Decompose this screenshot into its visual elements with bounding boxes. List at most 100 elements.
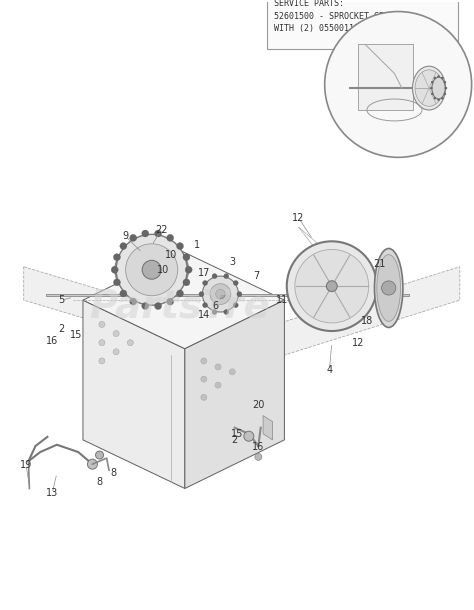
Text: 18: 18 <box>361 317 374 326</box>
Circle shape <box>176 243 183 249</box>
Circle shape <box>155 303 162 309</box>
Circle shape <box>167 298 173 305</box>
Circle shape <box>183 254 190 260</box>
Text: 3: 3 <box>229 257 235 267</box>
FancyBboxPatch shape <box>267 0 458 49</box>
Circle shape <box>434 77 436 79</box>
Text: 5: 5 <box>58 295 65 305</box>
Text: 16: 16 <box>252 442 264 452</box>
Circle shape <box>142 303 149 309</box>
Ellipse shape <box>377 254 401 321</box>
Polygon shape <box>83 300 185 489</box>
Circle shape <box>111 267 118 273</box>
Text: PartsTre: PartsTre <box>90 287 271 325</box>
Circle shape <box>116 234 187 305</box>
Circle shape <box>431 81 433 84</box>
Circle shape <box>295 249 369 323</box>
Circle shape <box>327 281 337 292</box>
Circle shape <box>434 97 436 99</box>
Circle shape <box>155 230 162 237</box>
Text: 9: 9 <box>123 231 128 242</box>
Circle shape <box>87 459 98 469</box>
Circle shape <box>441 97 443 99</box>
Circle shape <box>113 254 120 260</box>
Circle shape <box>128 340 133 346</box>
Circle shape <box>185 267 192 273</box>
Circle shape <box>287 242 377 331</box>
Circle shape <box>441 77 443 79</box>
Circle shape <box>201 358 207 364</box>
Circle shape <box>126 244 178 296</box>
Circle shape <box>99 321 105 328</box>
Text: 12: 12 <box>352 338 364 348</box>
Circle shape <box>120 290 127 297</box>
Text: 15: 15 <box>231 429 243 439</box>
Ellipse shape <box>432 77 445 99</box>
Circle shape <box>96 451 103 459</box>
Text: 4: 4 <box>327 365 332 375</box>
Circle shape <box>113 279 120 286</box>
Text: 2: 2 <box>58 325 65 334</box>
Circle shape <box>176 290 183 297</box>
Circle shape <box>199 292 204 296</box>
Circle shape <box>224 309 229 315</box>
Polygon shape <box>358 45 413 110</box>
Ellipse shape <box>415 70 443 106</box>
Circle shape <box>212 274 217 279</box>
Text: 16: 16 <box>46 337 58 346</box>
Text: 17: 17 <box>198 268 210 278</box>
Circle shape <box>202 276 238 312</box>
Circle shape <box>130 234 137 242</box>
Circle shape <box>224 274 229 279</box>
Circle shape <box>113 349 119 355</box>
Circle shape <box>438 75 440 77</box>
Circle shape <box>201 394 207 400</box>
Text: 11: 11 <box>276 295 288 305</box>
Text: 10: 10 <box>164 249 177 260</box>
Circle shape <box>444 93 446 95</box>
Text: 6: 6 <box>213 301 219 311</box>
Circle shape <box>215 382 221 388</box>
Polygon shape <box>263 415 273 440</box>
Circle shape <box>120 243 127 249</box>
Circle shape <box>201 376 207 382</box>
Circle shape <box>444 81 446 84</box>
Circle shape <box>237 292 242 296</box>
Text: 19: 19 <box>20 461 32 470</box>
Text: 10: 10 <box>157 265 170 274</box>
Ellipse shape <box>374 248 403 328</box>
Circle shape <box>229 369 235 375</box>
Text: 14: 14 <box>198 310 210 320</box>
Circle shape <box>130 298 137 305</box>
Ellipse shape <box>325 12 472 157</box>
Text: 8: 8 <box>111 468 117 478</box>
Polygon shape <box>185 300 284 489</box>
Circle shape <box>431 93 433 95</box>
Text: 21: 21 <box>373 259 385 268</box>
Circle shape <box>113 331 119 337</box>
Circle shape <box>142 230 149 237</box>
Text: 8: 8 <box>97 478 102 487</box>
Circle shape <box>99 358 105 364</box>
Circle shape <box>142 260 161 279</box>
Circle shape <box>216 289 225 299</box>
Text: 2: 2 <box>231 435 238 445</box>
Text: 1: 1 <box>194 240 200 251</box>
Circle shape <box>183 279 190 286</box>
Circle shape <box>233 281 238 285</box>
Text: 20: 20 <box>252 400 264 410</box>
Circle shape <box>202 281 208 285</box>
Polygon shape <box>83 251 284 349</box>
Text: 12: 12 <box>292 213 305 223</box>
Circle shape <box>430 87 432 89</box>
Circle shape <box>99 340 105 346</box>
Text: SERVICE PARTS:
52601500 - SPROCKET GEAR
WITH (2) 05500111 BUSHINGS: SERVICE PARTS: 52601500 - SPROCKET GEAR … <box>274 0 404 34</box>
Circle shape <box>255 453 262 461</box>
Polygon shape <box>24 267 460 367</box>
Ellipse shape <box>412 66 446 110</box>
Circle shape <box>438 99 440 101</box>
Circle shape <box>233 303 238 307</box>
Circle shape <box>202 303 208 307</box>
Text: 22: 22 <box>155 225 167 235</box>
Circle shape <box>445 87 447 89</box>
